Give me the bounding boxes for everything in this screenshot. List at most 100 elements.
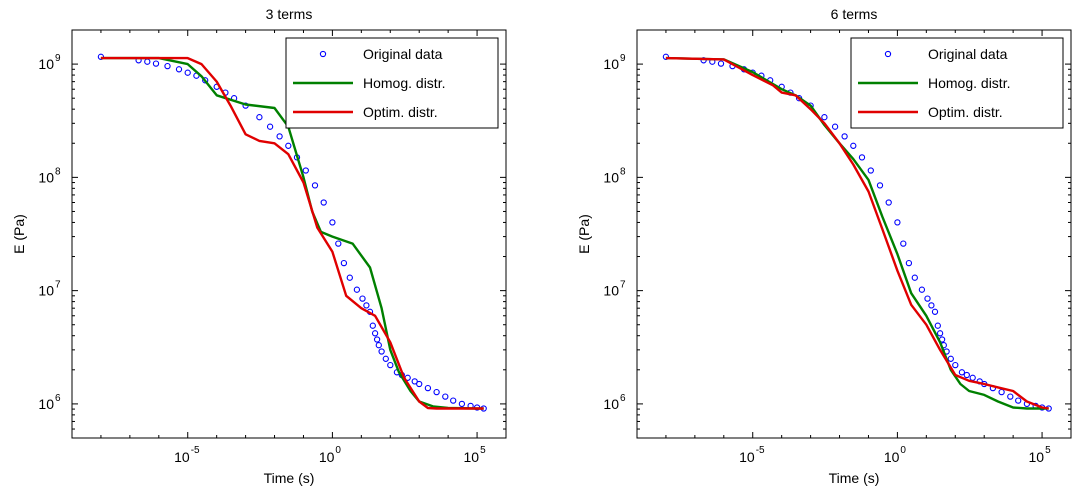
- data-point: [311, 182, 319, 189]
- data-point: [928, 302, 935, 309]
- data-point: [184, 69, 191, 76]
- y-tick-base: 10: [38, 283, 54, 299]
- y-tick-base: 10: [38, 169, 54, 185]
- y-tick-label: 10 7: [38, 280, 61, 299]
- data-point: [329, 219, 336, 226]
- data-point: [363, 302, 370, 309]
- data-point: [934, 322, 941, 329]
- data-point: [831, 123, 839, 130]
- data-point: [911, 274, 918, 281]
- y-tick-label: 10 6: [38, 393, 61, 412]
- legend-label: Original data: [363, 46, 443, 62]
- data-point: [947, 355, 954, 362]
- data-point: [164, 62, 171, 70]
- legend-entry: Homog. distr.: [293, 75, 445, 91]
- data-point: [662, 53, 670, 60]
- data-point: [276, 133, 283, 140]
- data-point: [382, 355, 389, 362]
- y-tick-exponent: 7: [55, 280, 61, 291]
- data-point: [340, 259, 348, 267]
- legend-entry: Optim. distr.: [858, 104, 1003, 120]
- data-point: [442, 393, 449, 400]
- x-tick-base: 10: [174, 449, 190, 465]
- data-point: [302, 167, 309, 174]
- y-tick-exponent: 6: [55, 393, 61, 404]
- data-point: [900, 240, 907, 247]
- x-axis-label: Time (s): [264, 470, 315, 486]
- data-point: [700, 57, 707, 64]
- y-tick-base: 10: [38, 56, 54, 72]
- data-point: [285, 142, 292, 149]
- data-point: [958, 369, 966, 376]
- data-point: [952, 361, 959, 369]
- y-tick-base: 10: [38, 396, 54, 412]
- data-point: [885, 199, 892, 206]
- data-point: [375, 342, 382, 349]
- x-tick-label: 10 5: [463, 445, 486, 465]
- chart-title: 3 terms: [266, 6, 313, 22]
- y-tick-base: 10: [603, 169, 619, 185]
- y-tick-label: 10 9: [603, 53, 626, 72]
- x-tick-label: 10 -5: [739, 445, 765, 465]
- series-group: [97, 53, 487, 412]
- data-point: [256, 114, 263, 121]
- data-point: [369, 322, 376, 329]
- data-point: [202, 77, 209, 84]
- data-point: [433, 388, 440, 396]
- y-axis-label: E (Pa): [11, 214, 27, 254]
- x-axis-label: Time (s): [829, 470, 880, 486]
- legend-label: Optim. distr.: [928, 104, 1003, 120]
- data-point: [353, 286, 361, 293]
- data-point: [821, 114, 828, 121]
- legend-marker: [319, 50, 327, 58]
- data-point: [918, 286, 926, 293]
- data-point: [371, 330, 379, 337]
- y-tick-exponent: 7: [620, 280, 626, 291]
- y-tick-exponent: 8: [620, 166, 626, 177]
- legend-label: Original data: [928, 46, 1008, 62]
- x-tick-label: 10 -5: [174, 445, 200, 465]
- data-point: [1007, 393, 1014, 400]
- legend-label: Homog. distr.: [928, 75, 1010, 91]
- data-point: [450, 397, 457, 404]
- legend: Original data Homog. distr. Optim. distr.: [850, 37, 1064, 129]
- data-point: [876, 182, 884, 189]
- data-point: [416, 380, 423, 388]
- legend-entry: Homog. distr.: [858, 75, 1010, 91]
- x-tick-base: 10: [319, 449, 335, 465]
- data-point: [931, 308, 939, 315]
- data-point: [458, 400, 466, 408]
- series-line-homog: [100, 56, 484, 410]
- legend-label: Optim. distr.: [363, 104, 438, 120]
- data-point: [411, 378, 418, 385]
- data-point: [424, 384, 432, 392]
- y-tick-exponent: 6: [620, 393, 626, 404]
- y-tick-label: 10 7: [603, 280, 626, 299]
- legend-marker: [884, 50, 892, 58]
- data-point: [373, 336, 381, 343]
- data-point: [841, 133, 848, 140]
- data-point: [175, 66, 183, 73]
- series-line-optim: [665, 56, 1049, 410]
- data-point: [867, 167, 874, 174]
- y-tick-base: 10: [603, 56, 619, 72]
- y-tick-exponent: 9: [620, 53, 626, 64]
- data-point: [387, 361, 394, 369]
- data-point: [905, 259, 913, 267]
- y-tick-exponent: 8: [55, 166, 61, 177]
- data-point: [266, 123, 274, 130]
- data-point: [335, 240, 342, 247]
- data-point: [936, 330, 944, 337]
- x-tick-label: 10 5: [1028, 445, 1051, 465]
- y-tick-label: 10 6: [603, 393, 626, 412]
- series-line-optim: [100, 56, 484, 410]
- y-tick-exponent: 9: [55, 53, 61, 64]
- legend-entry: Original data: [884, 46, 1008, 62]
- data-point: [97, 53, 105, 60]
- x-tick-exponent: -5: [756, 445, 765, 456]
- x-tick-exponent: 5: [1045, 445, 1051, 456]
- data-point: [378, 348, 385, 355]
- data-point: [924, 295, 931, 302]
